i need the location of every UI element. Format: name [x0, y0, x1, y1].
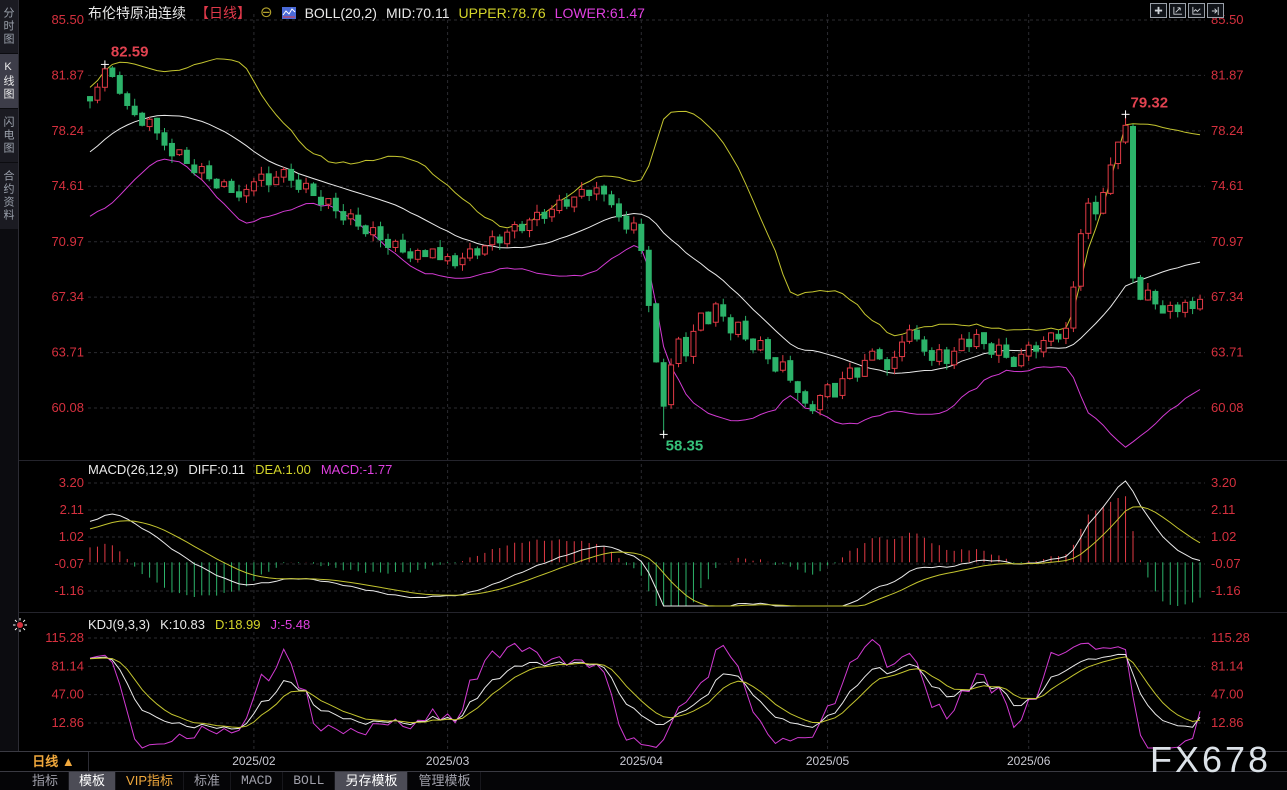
- tab-manage-template[interactable]: 管理模板: [408, 772, 482, 790]
- boll-mid-value: MID:70.11: [385, 5, 450, 21]
- kdj-k-line: [89, 653, 1201, 730]
- period-tag: 【日线】: [195, 5, 251, 21]
- x-axis-label: 2025/06: [1006, 754, 1051, 768]
- boll-upper-line: [89, 58, 1201, 337]
- line-chart-icon[interactable]: [281, 7, 296, 19]
- boll-lower-line: [89, 158, 1201, 448]
- y-axis-label: 60.08: [51, 400, 84, 415]
- macd-dea-value: DEA:1.00: [255, 462, 311, 477]
- y-axis-label: -0.07: [1211, 556, 1241, 571]
- x-axis-label: 2025/03: [425, 754, 470, 768]
- y-axis-label: 1.02: [59, 529, 84, 544]
- y-axis-label: 81.14: [1211, 658, 1244, 673]
- y-axis-label: 47.00: [1211, 687, 1244, 702]
- y-axis-label: 85.50: [51, 12, 84, 27]
- y-axis-label: 47.00: [51, 687, 84, 702]
- move-tool-icon[interactable]: [1150, 3, 1167, 18]
- period-selector[interactable]: 日线 ▲: [19, 752, 89, 771]
- y-axis-label: 81.87: [1211, 67, 1244, 82]
- y-axis-label: 63.71: [51, 345, 84, 360]
- kdj-d-line: [89, 656, 1201, 729]
- price-annotation: 82.59: [111, 43, 149, 60]
- macd-macd-value: MACD:-1.77: [320, 462, 393, 477]
- left-sidebar: 分时图 K线图 闪电图 合约资料: [0, 0, 19, 790]
- y-axis-label: 78.24: [51, 123, 84, 138]
- window-tools: [1150, 3, 1224, 18]
- y-axis-label: 2.11: [60, 502, 84, 517]
- macd-dif-line: [89, 480, 1201, 607]
- macd-dea-line: [89, 506, 1201, 607]
- y-axis-label: 63.71: [1211, 345, 1244, 360]
- y-axis-label: 3.20: [1211, 475, 1236, 490]
- boll-params-label: BOLL(20,2): [304, 5, 377, 21]
- candles-layer: [87, 64, 1204, 435]
- y-axis-label: -1.16: [54, 583, 84, 598]
- y-axis-label: 74.61: [51, 178, 84, 193]
- sidebar-item-timeshare-chart[interactable]: 分时图: [0, 0, 18, 53]
- y-axis-label: 67.34: [1211, 289, 1244, 304]
- axis-scale-left-icon[interactable]: [1169, 3, 1186, 18]
- axis-scale-right-icon[interactable]: [1188, 3, 1205, 18]
- y-axis-label: 67.34: [51, 289, 84, 304]
- sidebar-item-contract-info[interactable]: 合约资料: [0, 163, 18, 229]
- boll-lower-value: LOWER:61.47: [554, 5, 645, 21]
- y-axis-label: 1.02: [1211, 529, 1236, 544]
- y-axis-label: -1.16: [1211, 583, 1241, 598]
- macd-diff-value: DIFF:0.11: [188, 462, 246, 477]
- x-axis-label: 2025/04: [619, 754, 663, 768]
- y-axis-label: 70.97: [51, 234, 84, 249]
- y-axis-label: 74.61: [1211, 178, 1244, 193]
- kdj-header: KDJ(9,3,3) K:10.83 D:18.99 J:-5.48: [88, 617, 310, 632]
- collapse-panel-icon[interactable]: [1207, 3, 1224, 18]
- kdj-j-line: [89, 638, 1201, 749]
- sidebar-item-kline-chart[interactable]: K线图: [0, 54, 18, 108]
- boll-upper-value: UPPER:78.76: [458, 5, 546, 21]
- y-axis-label: 78.24: [1211, 123, 1244, 138]
- grid-layer: [88, 14, 1205, 750]
- panel-separators: [19, 460, 1287, 613]
- y-axis-label: 60.08: [1211, 400, 1244, 415]
- y-axis-label: 81.87: [51, 67, 84, 82]
- y-axis-label: 115.28: [45, 630, 84, 645]
- kdj-params-label: KDJ(9,3,3): [88, 617, 151, 632]
- x-axis-label: 2025/02: [232, 754, 276, 768]
- x-axis-row: 日线 ▲ 2025/02 2025/03 2025/04 2025/05 2025/06: [0, 751, 1287, 772]
- macd-header: MACD(26,12,9) DIFF:0.11 DEA:1.00 MACD:-1…: [88, 462, 392, 477]
- x-axis-label: 2025/05: [805, 754, 850, 768]
- tab-templates[interactable]: 模板: [69, 772, 117, 790]
- watermark: FX678: [1150, 739, 1272, 780]
- annotations-layer: 82.59 79.32 58.35: [100, 43, 1169, 454]
- y-axis-label: 3.20: [59, 475, 84, 490]
- sidebar-item-lightning-chart[interactable]: 闪电图: [0, 109, 18, 162]
- indicator-settings-icon[interactable]: [13, 618, 27, 637]
- macd-histogram: [89, 496, 1201, 606]
- y-axis-label: 12.86: [1211, 715, 1244, 730]
- price-annotation: 79.32: [1131, 94, 1169, 111]
- y-axis-label: 70.97: [1211, 234, 1244, 249]
- tab-vip-indicators[interactable]: VIP指标: [116, 772, 184, 790]
- kdj-k-value: K:10.83: [160, 617, 205, 632]
- bottom-tab-bar: 指标 模板 VIP指标 标准 MACD BOLL 另存模板 管理模板: [0, 771, 1287, 790]
- kdj-d-value: D:18.99: [214, 617, 261, 632]
- period-label: 日线 ▲: [32, 754, 75, 769]
- tab-standard[interactable]: 标准: [184, 772, 232, 790]
- tab-boll[interactable]: BOLL: [283, 772, 336, 790]
- macd-params-label: MACD(26,12,9): [88, 462, 179, 477]
- kdj-j-value: J:-5.48: [270, 617, 311, 632]
- tab-indicators[interactable]: 指标: [22, 772, 70, 790]
- y-axis-label: 115.28: [1211, 630, 1250, 645]
- y-axis-label: -0.07: [54, 556, 84, 571]
- chart-header: 布伦特原油连续 【日线】 ⊖ BOLL(20,2) MID:70.11 UPPE…: [88, 3, 645, 23]
- price-annotation: 58.35: [666, 437, 704, 454]
- y-axis-label: 81.14: [51, 658, 84, 673]
- collapse-indicator-icon[interactable]: ⊖: [260, 4, 273, 21]
- tab-save-template[interactable]: 另存模板: [335, 772, 409, 790]
- boll-mid-line: [89, 114, 1201, 374]
- tab-macd[interactable]: MACD: [231, 772, 284, 790]
- y-axis-label: 2.11: [1211, 502, 1235, 517]
- y-axis-label: 12.86: [51, 715, 84, 730]
- instrument-title: 布伦特原油连续: [88, 5, 186, 21]
